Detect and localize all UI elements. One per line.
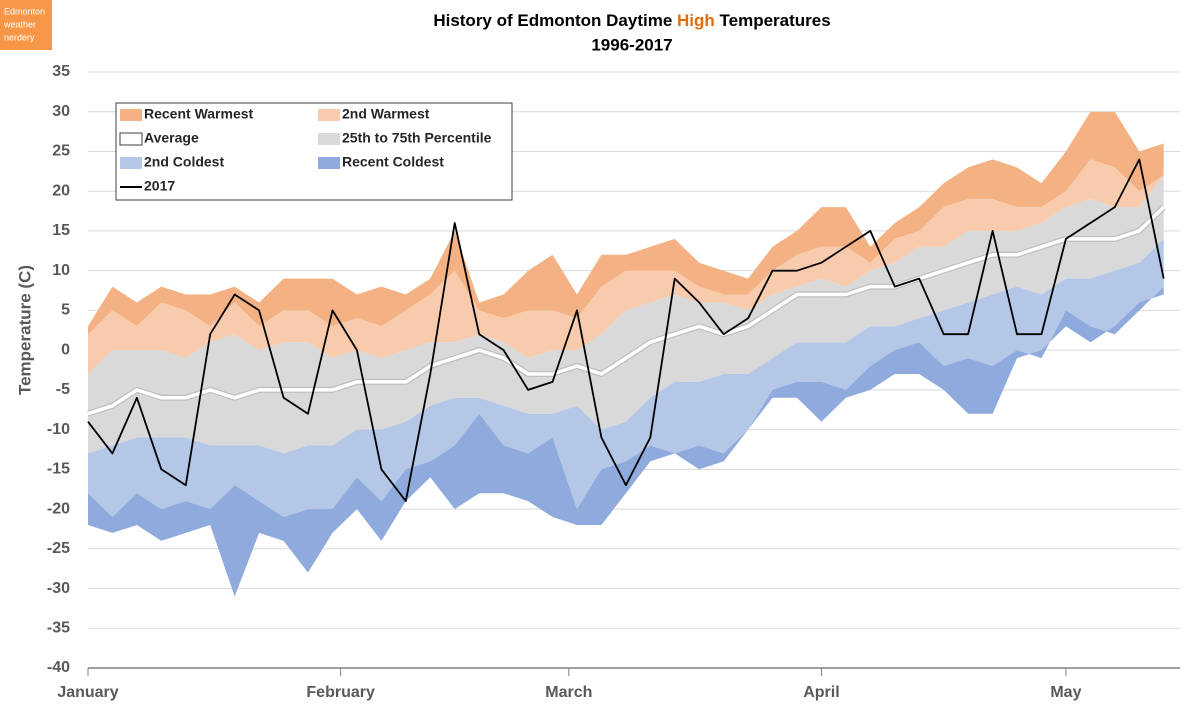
legend-label: Average: [144, 130, 199, 146]
y-tick-label: -35: [47, 619, 70, 636]
y-tick-label: 15: [52, 222, 70, 239]
legend-label: Recent Coldest: [342, 154, 444, 170]
legend: Recent Warmest 2nd Warmest Average 25th to …: [115, 102, 513, 201]
legend-label: 2nd Coldest: [144, 154, 224, 170]
series-line: [87, 205, 1165, 416]
y-tick-label: -5: [56, 381, 70, 398]
badge-text: weather: [3, 19, 36, 29]
y-tick-label: -25: [47, 540, 70, 557]
y-tick-label: 0: [61, 341, 70, 358]
badge-text: nerdery: [4, 32, 35, 42]
legend-label: 25th to 75th Percentile: [342, 130, 492, 146]
title-highlight: High: [677, 11, 715, 30]
chart-title: History of Edmonton Daytime High Tempera…: [433, 11, 830, 30]
legend-label: 2017: [144, 178, 175, 194]
legend-swatch: [318, 133, 340, 145]
y-tick-label: -10: [47, 421, 70, 438]
y-tick-label: 30: [52, 103, 70, 120]
legend-box: [115, 102, 513, 201]
legend-swatch: [318, 157, 340, 169]
y-tick-label: -40: [47, 659, 70, 676]
y-tick-label: 20: [52, 182, 70, 199]
x-tick-label: January: [57, 684, 118, 701]
badge: [0, 0, 52, 50]
band-area: [88, 286, 1164, 597]
legend-label: 2nd Warmest: [342, 106, 430, 122]
band-area: [88, 159, 1164, 374]
y-tick-label: -30: [47, 580, 70, 597]
legend-swatch: [120, 109, 142, 121]
legend-swatch: [119, 132, 143, 146]
y-tick-label: 10: [52, 262, 70, 279]
legend-swatch: [120, 157, 142, 169]
y-axis-label: Temperature (C): [15, 265, 34, 395]
y-tick-label: -20: [47, 500, 70, 517]
legend-label: Recent Warmest: [144, 106, 254, 122]
legend-swatch: [318, 109, 340, 121]
y-tick-label: 5: [61, 302, 70, 319]
title-part: Temperatures: [715, 11, 831, 30]
series-line: [87, 158, 1165, 502]
y-tick-label: -15: [47, 461, 70, 478]
x-tick-label: February: [306, 684, 375, 701]
badge-text: Edmonton: [4, 6, 45, 16]
x-tick-label: May: [1050, 684, 1081, 701]
title-part: History of Edmonton Daytime: [433, 11, 677, 30]
y-tick-label: 35: [52, 63, 70, 80]
x-tick-label: April: [803, 684, 839, 701]
chart-subtitle: 1996-2017: [591, 35, 672, 54]
y-tick-label: 25: [52, 143, 70, 160]
x-tick-label: March: [545, 684, 592, 701]
band-area: [88, 111, 1164, 335]
band-area: [88, 238, 1164, 517]
